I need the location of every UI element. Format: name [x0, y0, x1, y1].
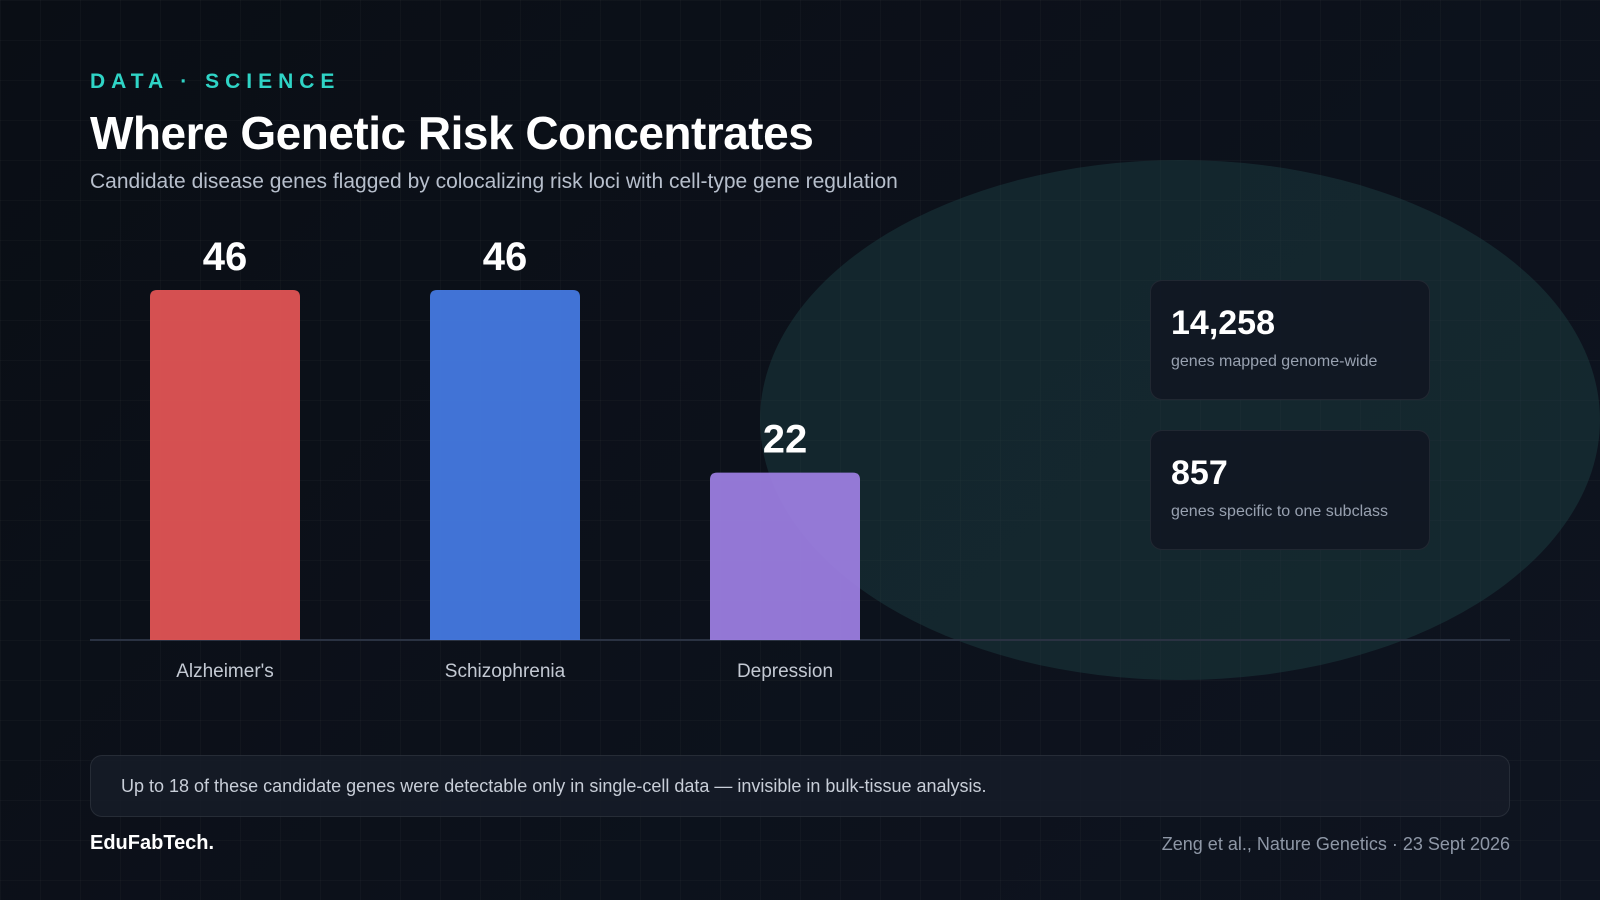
stat-card-genes-mapped: 14,258 genes mapped genome-wide — [1150, 280, 1430, 400]
category-label: Schizophrenia — [445, 661, 566, 682]
bar-chart: 46 Alzheimer's 46 Schizophrenia 22 Depression — [90, 235, 1510, 682]
bar-schizophrenia — [430, 290, 580, 640]
category-label: Alzheimer's — [176, 661, 274, 682]
bar-value-label: 22 — [763, 418, 808, 462]
source-citation: Zeng et al., Nature Genetics · 23 Sept 2… — [1161, 834, 1510, 854]
bar-alzheimer-s — [150, 290, 300, 640]
stat-card-subclass-genes: 857 genes specific to one subclass — [1150, 430, 1430, 550]
stat-label: genes mapped genome-wide — [1171, 353, 1378, 370]
stat-value: 857 — [1171, 454, 1228, 492]
brand-logo-text: EduFabTech. — [90, 832, 215, 854]
bar-depression — [710, 472, 860, 640]
section-kicker: DATA · SCIENCE — [90, 70, 341, 93]
page-subtitle: Candidate disease genes flagged by coloc… — [90, 170, 898, 193]
footnote-callout: Up to 18 of these candidate genes were d… — [90, 755, 1510, 817]
stat-label: genes specific to one subclass — [1171, 503, 1389, 520]
background-glow — [760, 160, 1600, 680]
category-label: Depression — [737, 661, 833, 682]
bar-value-label: 46 — [483, 235, 528, 279]
stat-value: 14,258 — [1171, 304, 1275, 342]
page-title: Where Genetic Risk Concentrates — [90, 107, 814, 159]
bar-value-label: 46 — [203, 235, 248, 279]
